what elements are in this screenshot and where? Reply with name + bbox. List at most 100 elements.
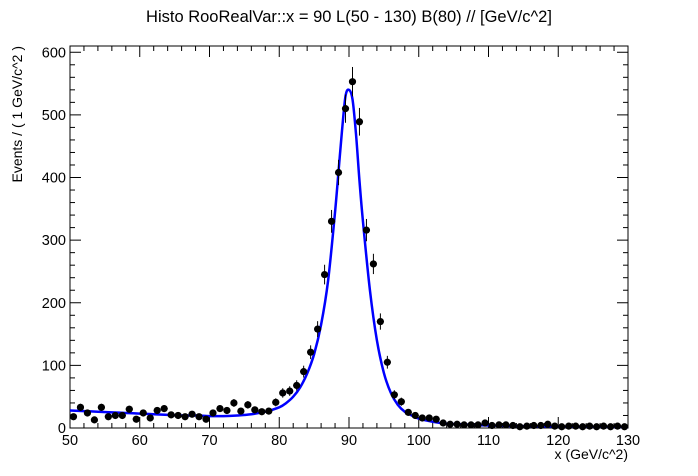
data-point (509, 421, 517, 430)
data-point (160, 404, 168, 413)
data-point (202, 415, 210, 423)
point-marker (174, 411, 182, 420)
data-point (132, 415, 140, 423)
point-marker (209, 409, 217, 417)
data-point (397, 397, 405, 406)
data-point (286, 386, 294, 396)
x-tick-label: 60 (132, 433, 148, 449)
point-marker (139, 409, 147, 417)
data-point (488, 421, 496, 430)
data-point (125, 405, 133, 413)
point-marker (474, 421, 482, 429)
point-marker (404, 408, 412, 416)
point-marker (300, 368, 308, 376)
point-marker (230, 399, 238, 407)
x-tick-label: 110 (477, 433, 500, 449)
data-point (90, 416, 99, 424)
x-axis: 50 60 70 80 90 100 110 120 130 (62, 46, 640, 449)
data-point (76, 403, 85, 411)
data-point (348, 66, 357, 97)
y-tick-label: 600 (42, 45, 66, 61)
data-point (341, 94, 350, 123)
y-tick-label: 400 (42, 171, 66, 187)
data-point (369, 253, 378, 275)
data-point (565, 422, 573, 430)
point-marker (237, 407, 245, 415)
point-marker (593, 423, 601, 431)
point-marker (439, 419, 447, 427)
point-marker (362, 226, 371, 234)
data-point (446, 420, 454, 428)
point-marker (286, 387, 294, 395)
data-point (383, 355, 391, 369)
point-marker (488, 421, 496, 430)
data-point (314, 321, 322, 337)
point-marker (453, 420, 461, 428)
point-marker (355, 118, 364, 126)
point-marker (467, 421, 475, 429)
data-point (320, 264, 329, 285)
point-marker (146, 414, 154, 422)
data-point (230, 399, 238, 407)
data-point (97, 403, 105, 411)
data-point (586, 422, 594, 430)
point-marker (544, 420, 552, 428)
point-marker (97, 403, 105, 411)
point-marker (181, 413, 189, 421)
data-point (593, 423, 601, 431)
point-marker (188, 410, 196, 418)
data-point (195, 413, 203, 421)
point-marker (565, 422, 573, 430)
data-points-layer (69, 66, 629, 431)
data-point (69, 413, 78, 421)
data-point (411, 411, 419, 420)
data-point (111, 411, 119, 420)
y-axis: 0 100 200 300 400 500 600 (42, 45, 628, 437)
point-marker (599, 422, 608, 430)
point-marker (118, 411, 126, 420)
chart-title: Histo RooRealVar::x = 90 L(50 - 130) B(8… (146, 8, 552, 26)
data-point (613, 422, 622, 430)
data-point (599, 422, 608, 430)
point-marker (244, 401, 252, 409)
data-point (118, 411, 126, 420)
data-point (530, 421, 538, 430)
point-marker (516, 423, 524, 431)
point-marker (432, 415, 440, 423)
point-marker (223, 406, 231, 415)
data-point (167, 411, 175, 419)
point-marker (495, 421, 503, 429)
point-marker (307, 348, 315, 356)
point-marker (132, 415, 140, 423)
data-point (153, 406, 161, 415)
point-marker (125, 405, 133, 413)
data-point (265, 407, 273, 415)
point-marker (446, 420, 454, 428)
point-marker (523, 422, 531, 430)
point-marker (411, 411, 419, 420)
data-point (481, 419, 489, 427)
point-marker (153, 406, 161, 415)
point-marker (558, 423, 566, 431)
point-marker (460, 421, 468, 429)
point-marker (572, 422, 580, 430)
data-point (237, 407, 245, 415)
data-point (495, 421, 503, 429)
point-marker (111, 411, 119, 420)
data-point (432, 415, 440, 423)
data-point (537, 421, 545, 430)
point-marker (481, 419, 489, 427)
data-point (244, 401, 252, 409)
data-point (258, 408, 266, 416)
point-marker (530, 421, 538, 430)
data-point (104, 413, 112, 421)
data-point (558, 423, 566, 431)
data-point (439, 419, 447, 427)
point-marker (606, 423, 615, 431)
point-marker (251, 406, 259, 414)
data-point (139, 409, 147, 417)
point-marker (551, 422, 559, 430)
point-marker (90, 416, 99, 424)
data-point (272, 398, 280, 407)
